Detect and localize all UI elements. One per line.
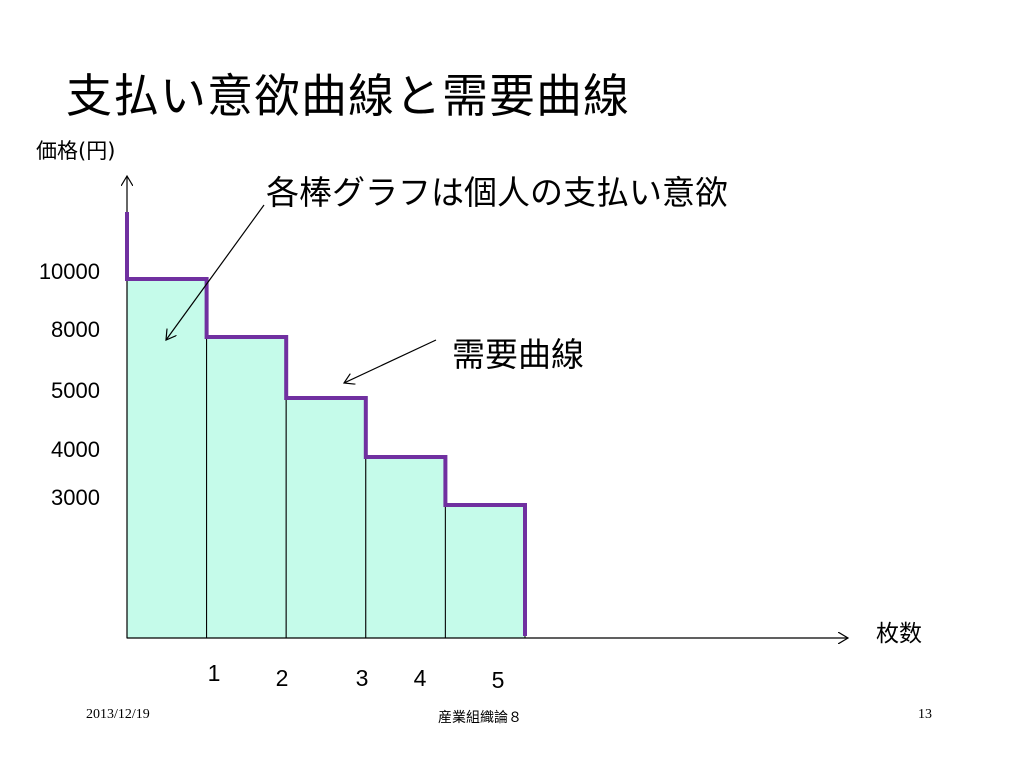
annotation-bars-arrow: [166, 204, 265, 340]
x-tick-label-4: 4: [414, 665, 427, 691]
x-tick-label-1: 1: [208, 660, 221, 686]
x-tick-label-2: 2: [276, 665, 289, 691]
footer-course: 産業組織論８: [438, 711, 522, 726]
bar-3: [285, 397, 367, 639]
bar-2: [206, 336, 287, 639]
annotation-curve-arrow: [344, 339, 437, 383]
annotation-bars: 各棒グラフは個人の支払い意欲: [266, 173, 728, 212]
x-tick-label-5: 5: [492, 667, 505, 693]
footer-date: 2013/12/19: [86, 707, 150, 722]
y-tick-label-8000: 8000: [51, 317, 100, 342]
footer-page: 13: [918, 707, 932, 722]
y-tick-label-5000: 5000: [51, 378, 100, 403]
x-tick-label-3: 3: [356, 665, 369, 691]
slide-title: 支払い意欲曲線と需要曲線: [66, 69, 630, 123]
y-tick-label-4000: 4000: [51, 437, 100, 462]
x-axis-label: 枚数: [876, 621, 922, 647]
demand-curve: [125, 212, 527, 636]
y-axis-label: 価格(円): [36, 139, 115, 163]
y-tick-label-3000: 3000: [51, 485, 100, 510]
y-tick-label-10000: 10000: [39, 259, 100, 284]
bar-4: [365, 456, 446, 639]
bar-1: [126, 278, 208, 639]
bar-5: [444, 504, 526, 639]
annotation-demand-curve: 需要曲線: [452, 335, 584, 374]
